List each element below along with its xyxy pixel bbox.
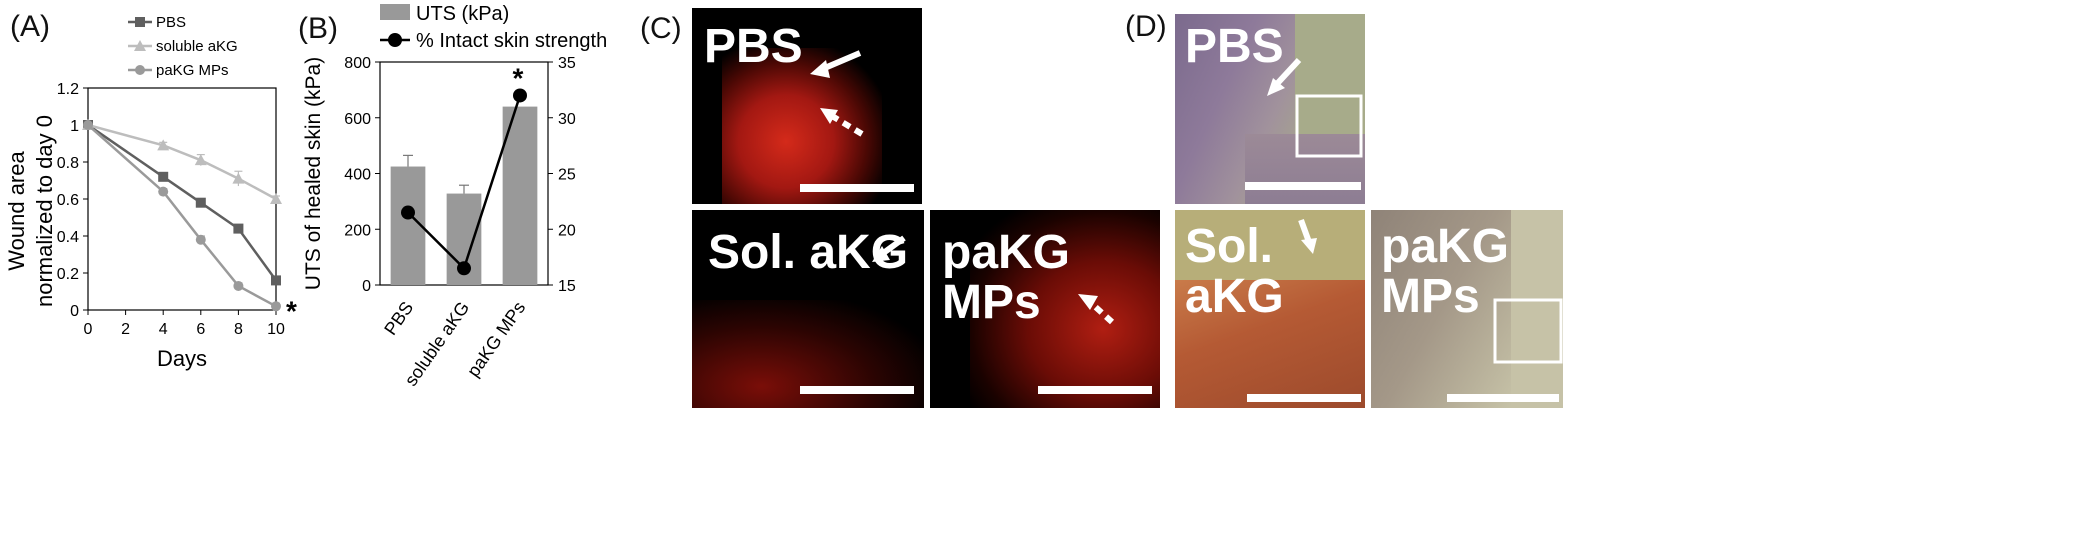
significance-annotation: * <box>513 62 524 93</box>
arrow-icon <box>1267 57 1363 158</box>
x-tick-label: 4 <box>159 321 168 338</box>
y-axis-label-line-2: normalized to day 0 <box>32 115 57 307</box>
wound-area-line-chart: 0 0.2 0.4 0.6 0.8 1 1.2 0 2 4 6 8 10 Days Wound area no… <box>4 14 297 371</box>
legend-label-strength: % Intact skin strength <box>416 30 607 52</box>
scale-bar <box>1038 386 1152 394</box>
data-point <box>233 280 244 291</box>
x-tick-label: 6 <box>196 321 205 338</box>
panel-letter-b: (B) <box>298 12 338 45</box>
legend-label-2: paKG MPs <box>156 62 229 79</box>
panel-d-label-sol-akg: Sol. aKG <box>1185 220 1284 324</box>
y2-tick-label: 15 <box>558 278 576 295</box>
y-tick-label: 400 <box>344 167 371 184</box>
legend-swatch-bar <box>380 4 410 20</box>
legend-marker <box>135 65 145 75</box>
data-point <box>271 275 281 286</box>
legend-marker <box>135 17 145 27</box>
scale-bar <box>1247 394 1361 402</box>
y-axis-label-line-1: Wound area <box>4 151 29 271</box>
x-axis-label: Days <box>157 346 207 371</box>
strength-point <box>513 88 527 103</box>
panel-letter-d: (D) <box>1125 10 1167 43</box>
scale-bar <box>1447 394 1559 402</box>
plot-frame <box>87 87 277 311</box>
panel-c-image-pakg-mps: paKG MPs <box>930 210 1160 408</box>
panel-c-label-pakg-mps: paKG MPs <box>942 226 1071 330</box>
bar-2 <box>502 106 538 285</box>
y-axis-label: UTS of healed skin (kPa) <box>302 57 325 290</box>
legend-label-0: PBS <box>156 14 186 31</box>
y-tick-label: 200 <box>344 222 371 239</box>
data-point <box>271 301 281 312</box>
data-point <box>157 139 170 151</box>
data-point <box>233 223 244 234</box>
panel-letter-a: (A) <box>10 10 50 43</box>
data-point <box>158 186 169 197</box>
y-tick-label: 800 <box>344 55 371 72</box>
legend-label-uts: UTS (kPa) <box>416 3 509 25</box>
panel-d-image-pakg-mps: paKG MPs <box>1371 210 1563 408</box>
legend-label-1: soluble aKG <box>156 38 238 55</box>
panel-c-label-pbs: PBS <box>704 20 803 73</box>
category-label-0: PBS <box>380 298 417 339</box>
strength-point <box>401 205 415 220</box>
y2-tick-label: 20 <box>558 222 576 239</box>
scale-bar <box>1245 182 1361 190</box>
inset-box <box>1493 298 1563 364</box>
strength-point <box>457 261 471 276</box>
y-tick-label: 0 <box>362 278 371 295</box>
panel-c-image-sol-akg: Sol. aKG <box>692 210 924 408</box>
y-tick-label: 1 <box>70 118 79 135</box>
data-point <box>158 171 169 182</box>
arrow-icon <box>872 235 906 262</box>
y-tick-label: 0.8 <box>57 155 79 172</box>
x-tick-label: 10 <box>267 321 285 338</box>
panel-d-image-pbs: PBS <box>1175 14 1365 204</box>
arrow-icon <box>810 50 864 137</box>
y-tick-label: 0.2 <box>57 266 79 283</box>
y2-tick-label: 30 <box>558 111 576 128</box>
y2-tick-label: 25 <box>558 167 576 184</box>
series-line-1 <box>87 123 277 201</box>
legend-marker <box>134 40 146 51</box>
data-point <box>83 120 93 130</box>
y-tick-label: 600 <box>344 111 371 128</box>
panel-c-image-pbs: PBS <box>692 8 922 204</box>
x-tick-label: 2 <box>121 321 130 338</box>
panel-d-label-pakg-mps: paKG MPs <box>1381 220 1510 324</box>
scale-bar <box>800 184 914 192</box>
data-point <box>194 154 207 166</box>
y-tick-label: 0 <box>70 303 79 320</box>
panel-d-label-pbs: PBS <box>1185 20 1284 73</box>
scale-bar <box>800 386 914 394</box>
legend-marker <box>388 33 402 47</box>
y-tick-label: 1.2 <box>57 81 79 98</box>
y-tick-label: 0.6 <box>57 192 79 209</box>
panel-d-image-sol-akg: Sol. aKG <box>1175 210 1365 408</box>
data-point <box>232 172 245 184</box>
data-point <box>195 234 206 245</box>
y-tick-label: 0.4 <box>57 229 79 246</box>
panel-c-label-sol-akg: Sol. aKG <box>708 226 909 279</box>
arrow-icon <box>1078 294 1115 325</box>
data-point <box>270 193 282 204</box>
x-tick-label: 0 <box>84 321 93 338</box>
x-tick-label: 8 <box>234 321 243 338</box>
category-label-2: paKG MPs <box>463 298 529 381</box>
y2-tick-label: 35 <box>558 55 576 72</box>
significance-annotation: * <box>286 295 297 326</box>
arrow-icon <box>1298 218 1317 254</box>
panel-letter-c: (C) <box>640 12 682 45</box>
data-point <box>195 197 206 208</box>
